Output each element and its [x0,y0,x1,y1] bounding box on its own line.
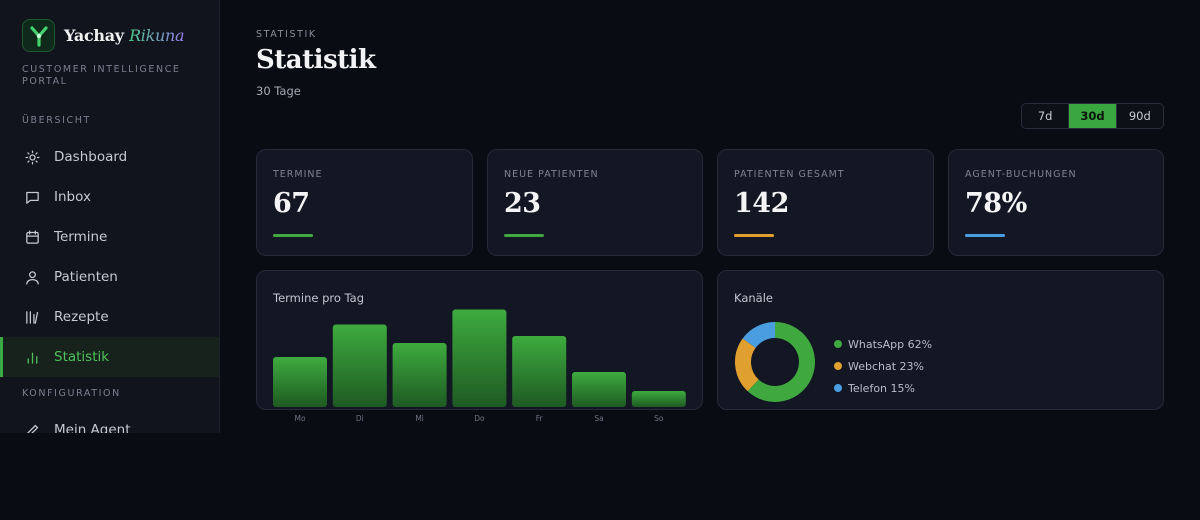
stat-value: 23 [504,188,541,219]
legend-swatch [834,384,842,392]
logo-icon [22,19,55,52]
sidebar-item-label: Mein Agent [54,422,131,433]
stat-accent-bar [734,234,774,237]
range-selector: 7d 30d 90d [1021,103,1164,129]
stat-card-agent-buchungen: AGENT-BUCHUNGEN 78% [948,149,1164,256]
legend-swatch [834,362,842,370]
stat-value: 67 [273,188,310,219]
sidebar-item-label: Rezepte [54,309,109,325]
x-tick-label: So [654,414,664,423]
chart-legend: WhatsApp 62% Webchat 23% Telefon 15% [834,333,932,399]
donut-slice-telefon[interactable] [742,322,776,349]
sidebar-item-label: Statistik [54,349,110,365]
sidebar-item-rezepte[interactable]: Rezepte [0,297,219,337]
range-7d-button[interactable]: 7d [1037,109,1053,123]
bar-Mi[interactable] [392,343,447,407]
donut-slice-webchat[interactable] [735,338,759,392]
stat-accent-bar [504,234,544,237]
main-content: STATISTIK Statistik 30 Tage 7d 30d 90d T… [220,0,1200,433]
x-tick-label: Di [356,414,364,423]
chart-title: Termine pro Tag [273,291,365,305]
legend-label: Webchat 23% [848,359,925,373]
app-window: Yachay Rikuna CUSTOMER INTELLIGENCE PORT… [0,0,1200,433]
chat-icon [26,191,39,204]
legend-label: Telefon 15% [848,381,915,395]
bar-chart: Mo Di Mi Do Fr Sa So [273,309,686,423]
stat-card-termine: TERMINE 67 [256,149,473,256]
calendar-icon [26,229,39,244]
range-30d-button[interactable]: 30d [1068,104,1116,128]
sidebar-item-mein-agent[interactable]: Mein Agent [0,410,219,433]
sidebar-item-label: Termine [54,229,108,245]
stat-value: 78% [965,188,1027,219]
stat-label: PATIENTEN GESAMT [734,169,845,180]
brand[interactable]: Yachay Rikuna [22,19,185,52]
stat-label: AGENT-BUCHUNGEN [965,169,1077,180]
x-tick-label: Do [474,414,485,423]
stat-card-neue-patienten: NEUE PATIENTEN 23 [487,149,703,256]
stat-label: TERMINE [273,169,323,180]
bar-Sa[interactable] [572,372,626,407]
sidebar-item-label: Patienten [54,269,118,285]
sidebar-item-label: Inbox [54,189,91,205]
user-icon [26,270,39,285]
legend-label: WhatsApp 62% [848,337,933,351]
x-tick-label: Mi [415,414,424,423]
sidebar-item-dashboard[interactable]: Dashboard [0,137,219,177]
chart-title: Kanäle [734,291,773,305]
section-label-config: KONFIGURATION [22,388,121,399]
x-tick-label: Sa [594,414,603,423]
x-tick-label: Fr [536,414,544,423]
prescription-icon [26,310,39,324]
legend-item-whatsapp: WhatsApp 62% [834,333,932,355]
donut-chart [735,322,815,402]
sidebar-item-termine[interactable]: Termine [0,217,219,257]
brand-name: Yachay Rikuna [64,26,185,45]
page-subtitle: 30 Tage [256,84,301,98]
page-title: Statistik [256,45,376,75]
sidebar: Yachay Rikuna CUSTOMER INTELLIGENCE PORT… [0,0,220,433]
stat-value: 142 [734,188,789,219]
bar-chart-icon [27,352,38,364]
sidebar-item-inbox[interactable]: Inbox [0,177,219,217]
donut-slice-whatsapp[interactable] [747,322,815,402]
range-90d-button[interactable]: 90d [1115,104,1163,128]
channels-card: Kanäle WhatsApp 62% Webchat 23% Telefon … [717,270,1164,410]
bar-Fr[interactable] [512,336,567,407]
sidebar-item-label: Dashboard [54,149,128,165]
bar-So[interactable] [631,391,686,407]
bar-Di[interactable] [332,324,387,408]
legend-swatch [834,340,842,348]
stat-accent-bar [273,234,313,237]
sun-icon [25,149,40,165]
sidebar-item-patienten[interactable]: Patienten [0,257,219,297]
stat-card-patienten-gesamt: PATIENTEN GESAMT 142 [717,149,934,256]
breadcrumb: STATISTIK [256,29,317,40]
section-label-overview: ÜBERSICHT [22,115,91,126]
legend-item-telefon: Telefon 15% [834,377,932,399]
legend-item-webchat: Webchat 23% [834,355,932,377]
brand-subtitle: CUSTOMER INTELLIGENCE PORTAL [22,64,181,87]
bar-Do[interactable] [452,309,507,408]
sidebar-item-statistik[interactable]: Statistik [0,337,219,377]
stat-label: NEUE PATIENTEN [504,169,599,180]
stat-accent-bar [965,234,1005,237]
bar-Mo[interactable] [273,357,327,407]
x-tick-label: Mo [294,414,305,423]
pencil-icon [26,424,39,433]
